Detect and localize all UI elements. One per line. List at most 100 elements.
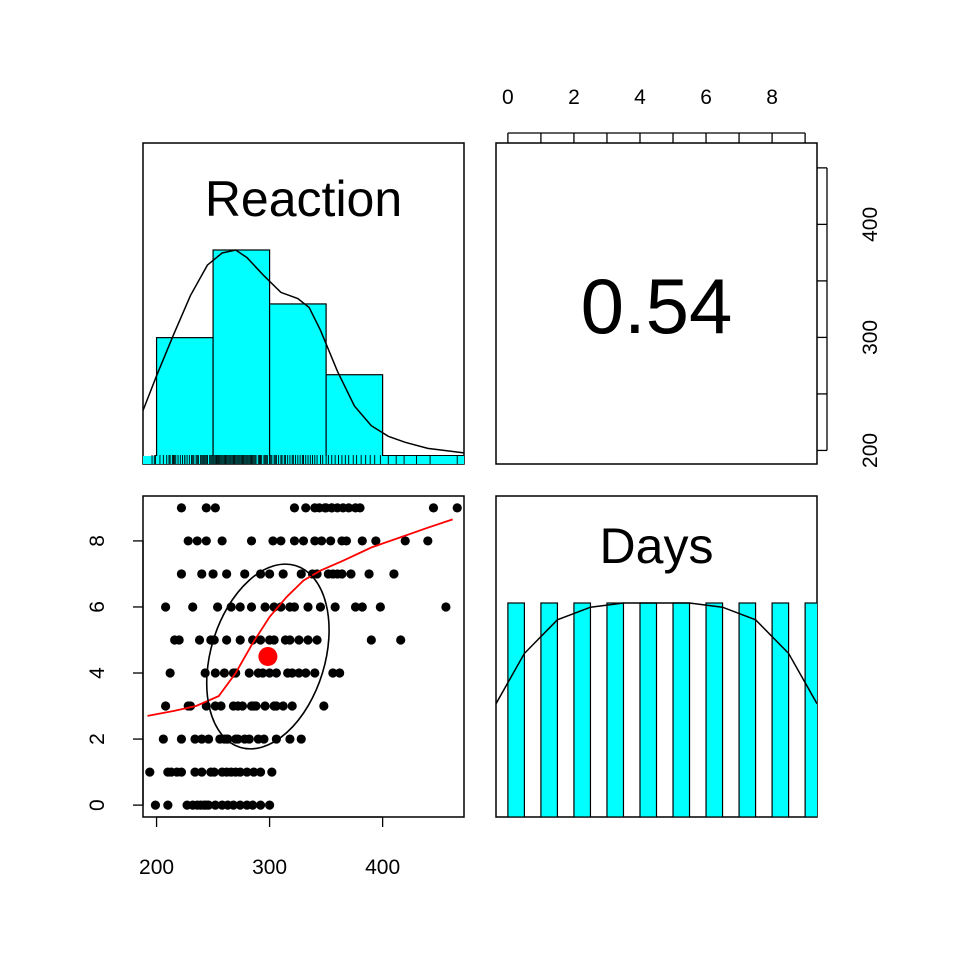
scatter-point <box>396 635 406 645</box>
scatter-point <box>228 800 239 810</box>
scatter-point <box>208 569 218 579</box>
scatter-point <box>278 701 288 711</box>
scatter-point <box>366 635 376 645</box>
x-axis-tick-label: 300 <box>252 856 287 879</box>
scatter-point <box>371 536 381 546</box>
scatter-point <box>150 800 161 810</box>
scatter-point <box>242 767 252 777</box>
scatter-point <box>163 767 173 777</box>
scatter-point <box>190 767 200 777</box>
scatter-point <box>197 767 207 777</box>
scatter-point <box>344 503 354 513</box>
y-axis-tick-label: 4 <box>86 667 109 679</box>
scatter-points <box>145 503 462 810</box>
scatter-point <box>328 668 338 678</box>
right-axis-tick-label: 400 <box>859 207 882 242</box>
scatter-point <box>249 767 259 777</box>
smooth-line <box>147 518 453 717</box>
scatter-point <box>210 800 220 810</box>
scatter-point <box>192 536 202 546</box>
days-hist-bar <box>705 602 724 817</box>
scatter-point <box>197 734 207 744</box>
scatter-point <box>260 602 270 612</box>
scatter-point <box>283 668 293 678</box>
scatter-point <box>285 602 295 612</box>
scatter-point <box>285 635 295 645</box>
scatter-point <box>246 536 257 546</box>
scatter-point <box>310 536 320 546</box>
scatter-point <box>357 602 367 612</box>
variable-label-reaction: Reaction <box>205 171 402 227</box>
scatter-point <box>315 602 326 612</box>
scatter-point <box>327 503 337 513</box>
scatter-point <box>246 602 257 612</box>
scatter-point <box>235 635 245 645</box>
correlation-ellipse-group <box>205 563 330 750</box>
scatter-point <box>163 800 173 810</box>
days-density <box>496 602 817 705</box>
top-axis-tick-label: 8 <box>766 86 778 109</box>
scatter-point <box>428 503 439 513</box>
y-axis-tick-label: 2 <box>86 733 109 745</box>
scatter-point <box>303 602 313 612</box>
top-axis-tick-label: 6 <box>700 86 712 109</box>
scatter-point <box>264 800 275 810</box>
reaction-hist-bar <box>268 303 327 460</box>
scatter-point <box>176 767 187 777</box>
scatter-point <box>244 668 254 678</box>
scatter-point <box>174 635 184 645</box>
days-hist-bar <box>540 602 559 817</box>
scatter-point <box>197 569 207 579</box>
right-axis-tick-label: 200 <box>859 433 882 468</box>
scatter-point <box>303 635 313 645</box>
scatter-point <box>235 767 245 777</box>
reaction-density-line <box>143 249 464 454</box>
scatter-point <box>301 503 311 513</box>
days-hist-bar <box>672 602 691 817</box>
scatter-point <box>235 800 245 810</box>
y-axis-tick-label: 6 <box>86 601 109 613</box>
scatter-point <box>423 536 433 546</box>
scatter-point <box>375 602 385 612</box>
days-hist-bar <box>738 602 757 817</box>
scatter-point <box>237 701 248 711</box>
scatter-point <box>337 536 347 546</box>
scatter-point <box>165 668 175 678</box>
reaction-density <box>143 249 464 454</box>
top-axis-tick-label: 2 <box>568 86 580 109</box>
scatter-point <box>259 734 269 744</box>
scatter-point <box>316 536 327 546</box>
scatter-point <box>255 800 266 810</box>
scatter-point <box>161 701 171 711</box>
scatter-point <box>289 536 300 546</box>
scatter-point <box>326 536 336 546</box>
scatter-point <box>203 734 214 744</box>
days-hist-bar <box>573 602 592 817</box>
scatter-point <box>389 569 399 579</box>
scatter-point <box>255 635 266 645</box>
days-hist-bar <box>804 602 817 817</box>
scatter-point <box>228 701 239 711</box>
scatter-point <box>194 635 205 645</box>
variable-label-days: Days <box>600 518 714 574</box>
scatter-point <box>258 668 268 678</box>
scatter-point <box>201 536 211 546</box>
scatter-point <box>312 635 322 645</box>
x-axis-tick-label: 400 <box>365 856 400 879</box>
scatter-point <box>176 503 187 513</box>
scatter-point <box>201 800 211 810</box>
top-axis-tick-label: 4 <box>634 86 646 109</box>
scatter-point <box>330 602 340 612</box>
scatter-point <box>287 701 297 711</box>
top-axis-tick-label: 0 <box>502 86 514 109</box>
days-hist-bar <box>639 602 658 817</box>
axes: 200 300 400 0 2 4 6 8 0 2 4 6 8 200 300 400 <box>86 86 882 879</box>
days-hist-bar <box>507 602 526 817</box>
scatter-point <box>210 503 220 513</box>
reaction-rug <box>151 455 458 464</box>
scatter-point <box>298 536 309 546</box>
scatter-point <box>276 536 286 546</box>
scatter-point <box>222 569 232 579</box>
y-axis-tick-label: 0 <box>86 799 109 811</box>
